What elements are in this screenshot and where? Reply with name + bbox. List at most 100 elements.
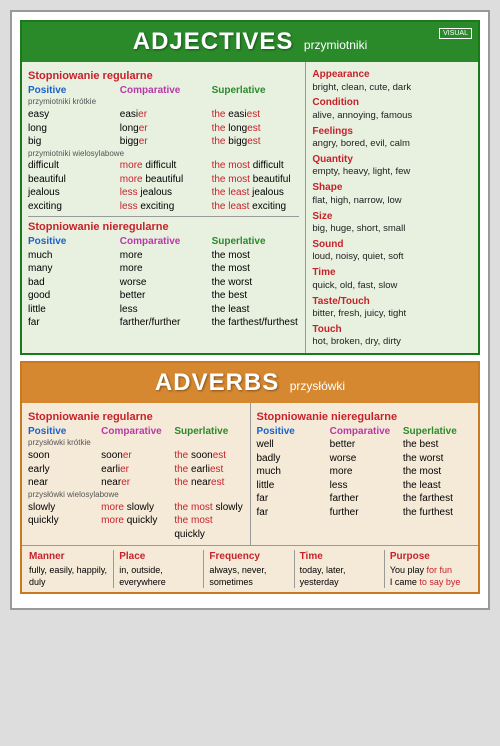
- table-cell: the best: [403, 438, 472, 452]
- category-name: Touch: [312, 323, 472, 337]
- table-row: manymorethe most: [28, 262, 299, 276]
- table-row: easyeasierthe easiest: [28, 108, 299, 122]
- brand-tag: VISUAL: [439, 28, 472, 39]
- col-superlative: Superlative: [403, 425, 472, 439]
- table-row: littlelessthe least: [28, 303, 299, 317]
- table-cell: well: [257, 438, 326, 452]
- table-cell: the earliest: [174, 463, 243, 477]
- table-cell: the most beautiful: [212, 173, 300, 187]
- category-words: bitter, fresh, juicy, tight: [312, 308, 472, 321]
- adj-col-heads-2: Positive Comparative Superlative: [28, 235, 299, 249]
- category-name: Time: [312, 266, 472, 280]
- table-cell: the furthest: [403, 506, 472, 520]
- table-cell: sooner: [101, 449, 170, 463]
- table-cell: much: [257, 465, 326, 479]
- category-words: You play for funI came to say bye: [390, 564, 471, 588]
- category-words: always, never, sometimes: [209, 564, 290, 588]
- table-cell: the longest: [212, 122, 300, 136]
- table-row: difficultmore difficultthe most difficul…: [28, 159, 299, 173]
- table-cell: more beautiful: [120, 173, 208, 187]
- table-cell: more: [330, 465, 399, 479]
- table-row: goodbetterthe best: [28, 289, 299, 303]
- table-cell: badly: [257, 452, 326, 466]
- table-cell: beautiful: [28, 173, 116, 187]
- adverbs-section: ADVERBS przysłówki Stopniowanie regularn…: [20, 361, 480, 594]
- category-name: Condition: [312, 96, 472, 110]
- col-comparative: Comparative: [120, 235, 208, 249]
- adverbs-regular: Stopniowanie regularne Positive Comparat…: [22, 403, 251, 545]
- table-cell: the least: [403, 479, 472, 493]
- col-positive: Positive: [28, 235, 116, 249]
- category-words: alive, annoying, famous: [312, 110, 472, 123]
- category-name: Taste/Touch: [312, 295, 472, 309]
- table-row: nearnearerthe nearest: [28, 476, 244, 490]
- category-words: in, outside, everywhere: [119, 564, 200, 588]
- adjectives-categories: Appearancebright, clean, cute, darkCondi…: [305, 62, 478, 353]
- adverbs-subtitle: przysłówki: [290, 379, 345, 393]
- table-cell: little: [28, 303, 116, 317]
- adv-col-heads-2: Positive Comparative Superlative: [257, 425, 473, 439]
- table-cell: far: [257, 492, 326, 506]
- adjectives-title: ADJECTIVES: [133, 28, 294, 56]
- table-row: long longer the longest: [28, 122, 299, 136]
- table-cell: the least jealous: [212, 186, 300, 200]
- adverbs-title: ADVERBS: [155, 369, 279, 397]
- adv-irregular-heading: Stopniowanie nieregularne: [257, 410, 473, 425]
- col-positive: Positive: [257, 425, 326, 439]
- adv-irregular-rows: wellbetterthe bestbadlyworsethe worstmuc…: [257, 438, 473, 519]
- adv-regular-heading: Stopniowanie regularne: [28, 410, 244, 425]
- col-comparative: Comparative: [330, 425, 399, 439]
- table-cell: easy: [28, 108, 116, 122]
- adj-regular-heading: Stopniowanie regularne: [28, 69, 299, 84]
- table-cell: the most slowly: [174, 501, 243, 515]
- category-words: fully, easily, happily, duly: [29, 564, 110, 588]
- adv-long-label: przysłówki wielosylabowe: [28, 490, 244, 501]
- table-cell: the most quickly: [174, 514, 243, 541]
- adj-long-rows: difficultmore difficultthe most difficul…: [28, 159, 299, 213]
- table-cell: long: [28, 122, 116, 136]
- table-cell: the most difficult: [212, 159, 300, 173]
- category-name: Time: [300, 550, 381, 564]
- table-cell: less: [120, 303, 208, 317]
- category-words: angry, bored, evil, calm: [312, 138, 472, 151]
- category-name: Size: [312, 210, 472, 224]
- table-row: badworsethe worst: [28, 276, 299, 290]
- table-row: jealousless jealousthe least jealous: [28, 186, 299, 200]
- table-cell: longer: [120, 122, 208, 136]
- adjectives-section: ADJECTIVES przymiotniki VISUAL Stopniowa…: [20, 20, 480, 355]
- category-name: Purpose: [390, 550, 471, 564]
- table-cell: good: [28, 289, 116, 303]
- adv-category-col: PurposeYou play for funI came to say bye: [387, 550, 474, 588]
- table-cell: the worst: [212, 276, 300, 290]
- table-cell: nearer: [101, 476, 170, 490]
- table-cell: far: [257, 506, 326, 520]
- col-superlative: Superlative: [212, 235, 300, 249]
- table-cell: the least exciting: [212, 200, 300, 214]
- table-row: quicklymore quicklythe most quickly: [28, 514, 244, 541]
- adv-category-col: Mannerfully, easily, happily, duly: [26, 550, 114, 588]
- col-superlative: Superlative: [212, 84, 300, 98]
- table-cell: more quickly: [101, 514, 170, 541]
- table-cell: big: [28, 135, 116, 149]
- category-words: big, huge, short, small: [312, 223, 472, 236]
- category-words: flat, high, narrow, low: [312, 195, 472, 208]
- table-cell: the best: [212, 289, 300, 303]
- adjectives-title-bar: ADJECTIVES przymiotniki VISUAL: [22, 22, 478, 62]
- col-positive: Positive: [28, 84, 116, 98]
- category-words: quick, old, fast, slow: [312, 280, 472, 293]
- adj-short-rows: easyeasierthe easiestlong longer the longe…: [28, 108, 299, 149]
- table-cell: worse: [330, 452, 399, 466]
- table-cell: further: [330, 506, 399, 520]
- category-name: Sound: [312, 238, 472, 252]
- table-row: bigbiggerthe biggest: [28, 135, 299, 149]
- adv-category-col: Timetoday, later, yesterday: [297, 550, 385, 588]
- adj-long-label: przymiotniki wielosylabowe: [28, 149, 299, 160]
- category-words: bright, clean, cute, dark: [312, 82, 472, 95]
- table-cell: quickly: [28, 514, 97, 541]
- table-row: excitingless excitingthe least exciting: [28, 200, 299, 214]
- table-row: muchmorethe most: [28, 249, 299, 263]
- separator: [28, 216, 299, 217]
- table-cell: worse: [120, 276, 208, 290]
- table-cell: less jealous: [120, 186, 208, 200]
- table-cell: difficult: [28, 159, 116, 173]
